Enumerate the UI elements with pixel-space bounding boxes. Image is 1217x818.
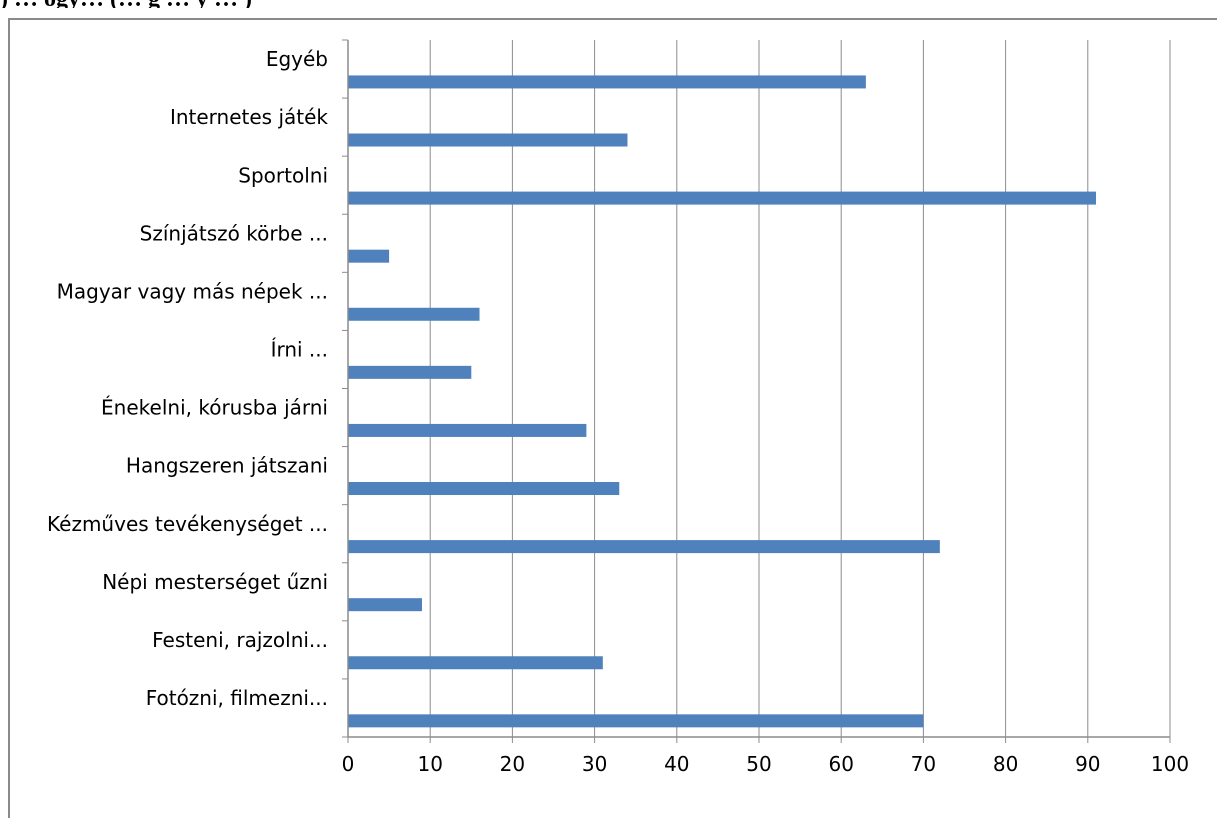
x-tick-label: 20 xyxy=(500,752,525,776)
category-label: Színjátszó körbe ... xyxy=(140,221,328,245)
category-label: Fotózni, filmezni... xyxy=(146,686,328,710)
category-label: Kézműves tevékenységet ... xyxy=(47,512,328,536)
x-tick-label: 60 xyxy=(828,752,853,776)
gridlines xyxy=(429,40,1171,737)
category-label: Magyar vagy más népek ... xyxy=(57,279,328,303)
x-tick-label: 70 xyxy=(911,752,936,776)
chart-frame xyxy=(8,18,1217,818)
x-tick-label: 100 xyxy=(1151,752,1189,776)
bar xyxy=(348,482,620,496)
bar xyxy=(348,714,924,728)
axes xyxy=(342,39,1171,743)
category-label: Hangszeren játszani xyxy=(126,454,328,478)
bar xyxy=(348,191,1097,205)
x-tick-label: 10 xyxy=(417,752,442,776)
category-label: Írni ... xyxy=(271,338,328,362)
x-tick-label: 0 xyxy=(342,752,355,776)
x-tick-label: 40 xyxy=(664,752,689,776)
bar-chart: Egyéb Internetes játék Sportolni Színjátszó… xyxy=(47,39,1189,776)
x-tick-label: 30 xyxy=(582,752,607,776)
category-label: Festeni, rajzolni... xyxy=(152,628,328,652)
bar xyxy=(348,307,480,321)
bar xyxy=(348,249,390,263)
figure-caption: ) … ogy… (… g … y … ) xyxy=(0,0,1217,8)
category-label: Népi mesterséget űzni xyxy=(102,570,328,594)
bar xyxy=(348,540,940,554)
category-label: Internetes játék xyxy=(170,105,328,129)
bars xyxy=(348,75,1097,728)
bar xyxy=(348,365,472,379)
category-labels: Egyéb Internetes játék Sportolni Színjátszó… xyxy=(47,47,328,710)
category-label: Egyéb xyxy=(266,47,328,71)
bar xyxy=(348,133,628,147)
category-label: Sportolni xyxy=(238,163,328,187)
bar xyxy=(348,656,603,670)
x-tick-labels: 0 10 20 30 40 50 60 70 80 90 100 xyxy=(342,752,1189,776)
bar xyxy=(348,75,866,89)
x-tick-label: 90 xyxy=(1075,752,1100,776)
bar xyxy=(348,598,422,612)
x-tick-label: 80 xyxy=(993,752,1018,776)
category-label: Énekelni, kórusba járni xyxy=(101,396,328,420)
x-tick-label: 50 xyxy=(746,752,771,776)
bar xyxy=(348,423,587,437)
